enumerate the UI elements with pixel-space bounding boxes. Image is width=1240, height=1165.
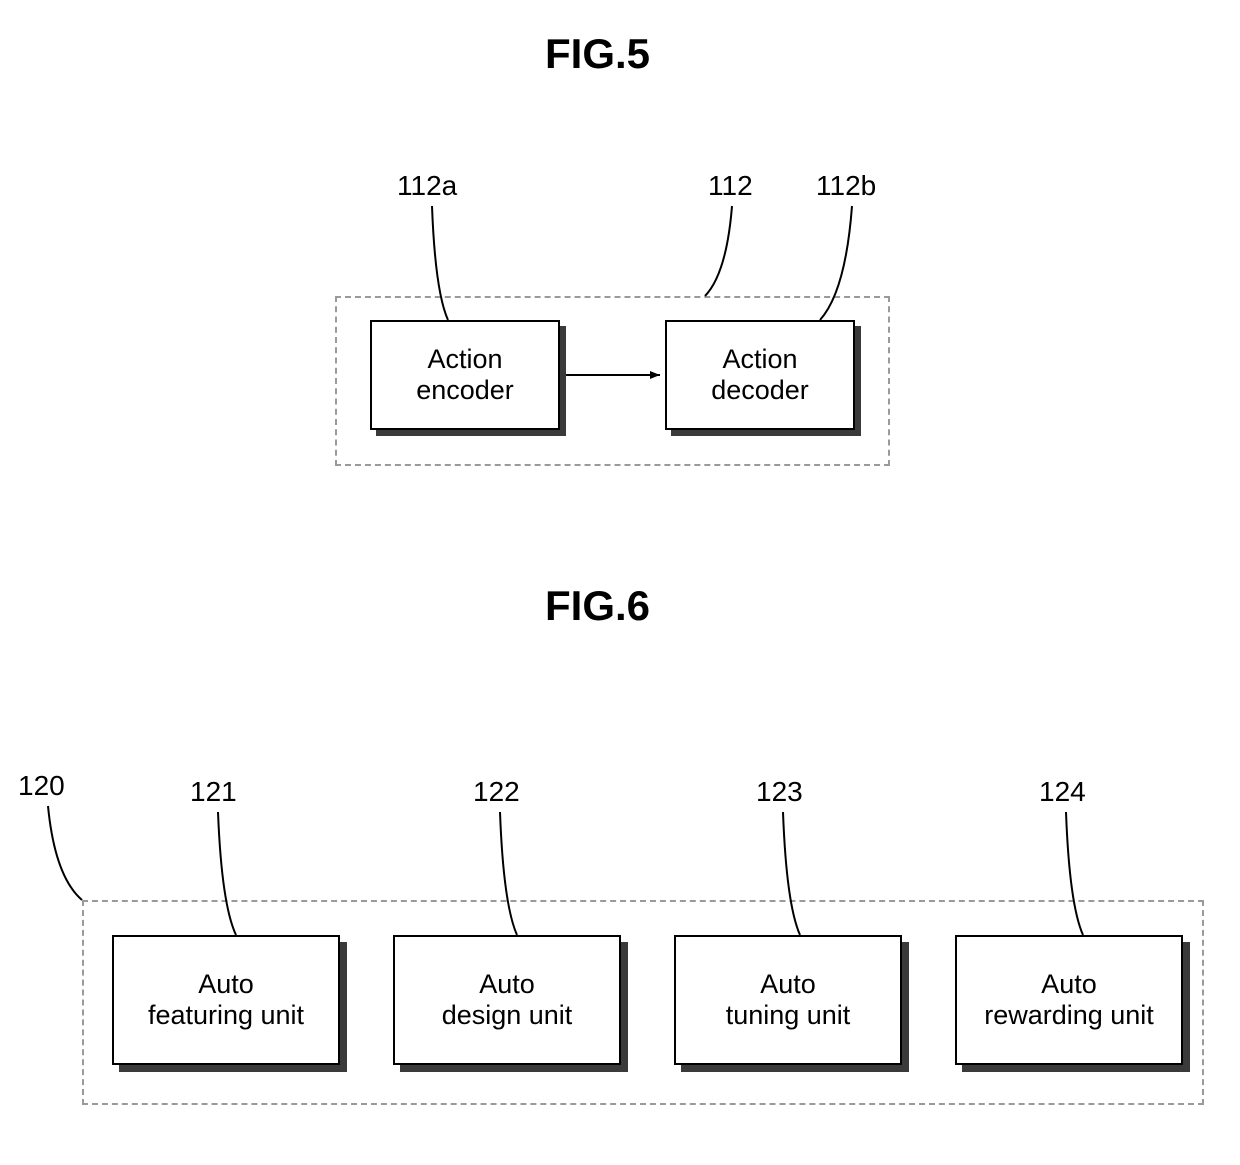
ref-123: 123 — [756, 776, 803, 808]
ref-121: 121 — [190, 776, 237, 808]
block-112b: Action decoder — [665, 320, 861, 436]
block-face: Auto tuning unit — [674, 935, 902, 1065]
block-face: Auto design unit — [393, 935, 621, 1065]
leader-120 — [48, 806, 84, 902]
block-face: Action encoder — [370, 320, 560, 430]
ref-120: 120 — [18, 770, 65, 802]
ref-112: 112 — [708, 170, 753, 202]
block-122: Auto design unit — [393, 935, 628, 1072]
block-face: Auto featuring unit — [112, 935, 340, 1065]
ref-124: 124 — [1039, 776, 1086, 808]
block-112a: Action encoder — [370, 320, 566, 436]
block-124: Auto rewarding unit — [955, 935, 1190, 1072]
ref-122: 122 — [473, 776, 520, 808]
diagram-stage: FIG.5 112 112a Action encoder 112b Actio… — [0, 0, 1240, 1165]
leader-112 — [705, 206, 734, 298]
figure6-title: FIG.6 — [545, 582, 650, 630]
block-123: Auto tuning unit — [674, 935, 909, 1072]
block-face: Action decoder — [665, 320, 855, 430]
figure5-title: FIG.5 — [545, 30, 650, 78]
ref-112a: 112a — [397, 170, 457, 202]
ref-112b: 112b — [816, 170, 876, 202]
block-face: Auto rewarding unit — [955, 935, 1183, 1065]
block-121: Auto featuring unit — [112, 935, 347, 1072]
